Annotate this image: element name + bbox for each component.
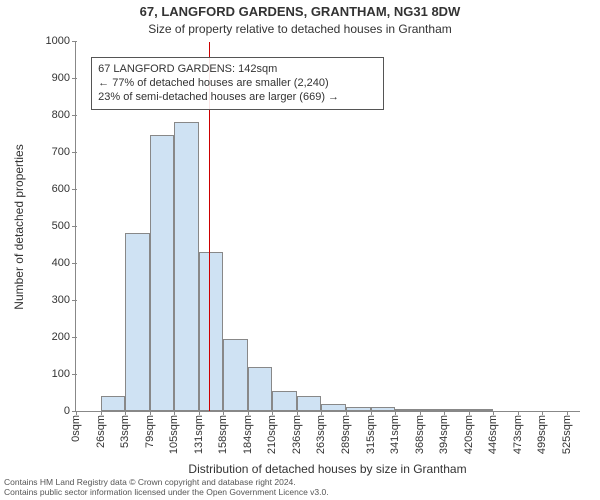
x-tick-label: 158sqm <box>217 411 229 454</box>
y-tick: 900 <box>52 72 76 84</box>
x-tick-label: 184sqm <box>242 411 254 454</box>
y-tick: 700 <box>52 146 76 158</box>
x-tick-label: 446sqm <box>487 411 499 454</box>
x-tick-label: 525sqm <box>561 411 573 454</box>
x-tick-label: 289sqm <box>340 411 352 454</box>
histogram-bar <box>150 135 175 411</box>
histogram-bar <box>199 252 224 411</box>
histogram-bar <box>469 409 494 411</box>
histogram-bar <box>174 122 199 411</box>
histogram-bar <box>272 391 297 411</box>
y-axis-label-wrap: Number of detached properties <box>12 42 26 412</box>
annotation-line: 23% of semi-detached houses are larger (… <box>98 90 377 104</box>
histogram-bar <box>125 233 150 411</box>
annotation-line: 67 LANGFORD GARDENS: 142sqm <box>98 62 377 76</box>
x-tick-label: 236sqm <box>291 411 303 454</box>
footer-line-2: Contains public sector information licen… <box>4 488 329 498</box>
histogram-bar <box>395 409 420 411</box>
x-tick-label: 394sqm <box>438 411 450 454</box>
y-tick: 1000 <box>46 35 76 47</box>
histogram-bar <box>297 396 322 411</box>
histogram-bar <box>420 409 445 411</box>
histogram-bar <box>444 409 469 411</box>
histogram-bar <box>321 404 346 411</box>
annotation-line: ← 77% of detached houses are smaller (2,… <box>98 76 377 90</box>
x-tick-label: 0sqm <box>70 411 82 442</box>
chart-title: 67, LANGFORD GARDENS, GRANTHAM, NG31 8DW <box>0 4 600 19</box>
histogram-bar <box>371 407 396 411</box>
x-tick-label: 368sqm <box>414 411 426 454</box>
plot-area: 010020030040050060070080090010000sqm26sq… <box>75 42 580 412</box>
x-tick-label: 131sqm <box>193 411 205 454</box>
x-tick-label: 79sqm <box>144 411 156 448</box>
x-tick-label: 53sqm <box>119 411 131 448</box>
histogram-bar <box>101 396 126 411</box>
y-axis-label: Number of detached properties <box>12 144 26 309</box>
x-tick-label: 263sqm <box>315 411 327 454</box>
x-axis-label: Distribution of detached houses by size … <box>75 462 580 476</box>
footer-attribution: Contains HM Land Registry data © Crown c… <box>4 478 329 498</box>
x-tick-label: 105sqm <box>168 411 180 454</box>
annotation-box: 67 LANGFORD GARDENS: 142sqm← 77% of deta… <box>91 57 384 110</box>
y-tick: 100 <box>52 368 76 380</box>
y-tick: 800 <box>52 109 76 121</box>
y-tick: 400 <box>52 257 76 269</box>
x-tick-label: 26sqm <box>95 411 107 448</box>
x-tick-label: 210sqm <box>266 411 278 454</box>
chart-container: 67, LANGFORD GARDENS, GRANTHAM, NG31 8DW… <box>0 0 600 500</box>
chart-subtitle: Size of property relative to detached ho… <box>0 22 600 36</box>
title-text: 67, LANGFORD GARDENS, GRANTHAM, NG31 8DW <box>140 4 461 19</box>
histogram-bar <box>346 407 371 411</box>
histogram-bar <box>248 367 273 411</box>
x-tick-label: 315sqm <box>365 411 377 454</box>
y-tick: 200 <box>52 331 76 343</box>
histogram-bar <box>223 339 248 411</box>
x-tick-label: 341sqm <box>389 411 401 454</box>
x-tick-label: 420sqm <box>463 411 475 454</box>
subtitle-text: Size of property relative to detached ho… <box>148 22 452 36</box>
y-tick: 600 <box>52 183 76 195</box>
y-tick: 500 <box>52 220 76 232</box>
y-tick: 300 <box>52 294 76 306</box>
x-tick-label: 473sqm <box>512 411 524 454</box>
x-tick-label: 499sqm <box>536 411 548 454</box>
